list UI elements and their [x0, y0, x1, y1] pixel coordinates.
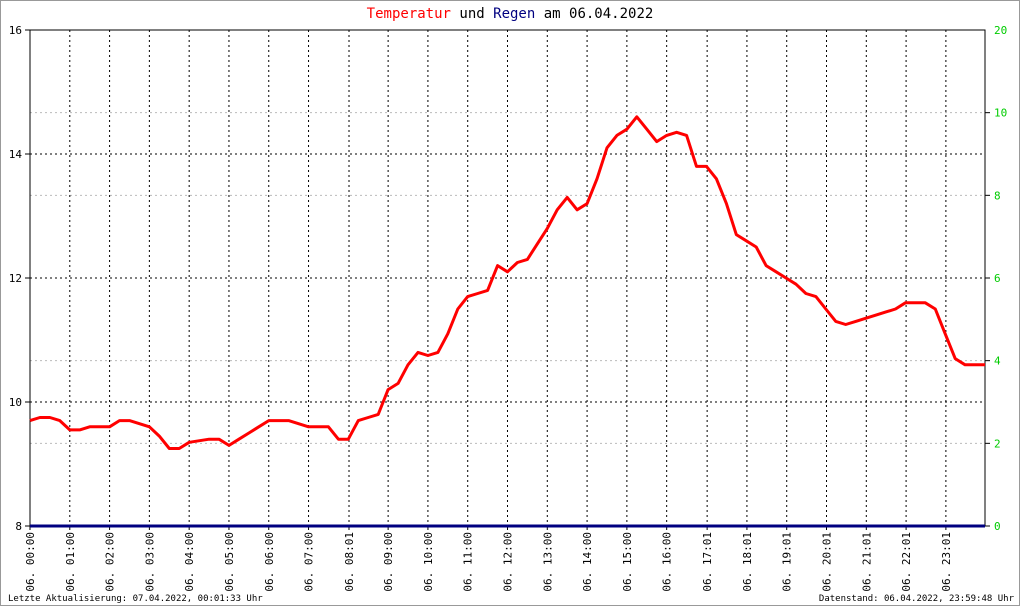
x-tick-label: 06. 22:01 — [900, 532, 913, 592]
x-tick-label: 06. 20:01 — [821, 532, 834, 592]
y2-tick-label: 10 — [994, 107, 1007, 120]
x-tick-label: 06. 09:00 — [382, 532, 395, 592]
x-tick-label: 06. 05:00 — [223, 532, 236, 592]
y2-tick-label: 4 — [994, 355, 1001, 368]
x-tick-label: 06. 19:01 — [781, 532, 794, 592]
footer-right: Datenstand: 06.04.2022, 23:59:48 Uhr — [819, 594, 1015, 604]
x-tick-label: 06. 16:00 — [661, 532, 674, 592]
x-tick-label: 06. 18:01 — [741, 532, 754, 592]
chart-title: Temperatur und Regen am 06.04.2022 — [367, 6, 654, 22]
series-line — [29, 115, 985, 450]
footer-left: Letzte Aktualisierung: 07.04.2022, 00:01… — [8, 594, 263, 604]
x-tick-label: 06. 00:00 — [24, 532, 37, 592]
title-part: Temperatur — [367, 6, 451, 22]
x-tick-label: 06. 13:00 — [541, 532, 554, 592]
y-tick-label: 8 — [15, 520, 22, 533]
y2-tick-label: 20 — [994, 24, 1007, 37]
x-tick-label: 06. 03:00 — [143, 532, 156, 592]
x-tick-label: 06. 11:00 — [462, 532, 475, 592]
title-part: und — [459, 6, 484, 22]
x-tick-label: 06. 02:00 — [104, 532, 117, 592]
x-tick-label: 06. 17:01 — [701, 532, 714, 592]
x-tick-label: 06. 12:00 — [502, 532, 515, 592]
y2-tick-label: 2 — [994, 437, 1001, 450]
x-tick-label: 06. 04:00 — [183, 532, 196, 592]
x-tick-label: 06. 14:00 — [581, 532, 594, 592]
x-tick-label: 06. 15:00 — [621, 532, 634, 592]
x-tick-label: 06. 06:00 — [263, 532, 276, 592]
y-tick-label: 16 — [9, 24, 22, 37]
x-tick-label: 06. 08:01 — [343, 532, 356, 592]
y2-tick-label: 6 — [994, 272, 1001, 285]
x-tick-label: 06. 21:01 — [860, 532, 873, 592]
y-tick-label: 14 — [9, 148, 23, 161]
y-tick-label: 12 — [9, 272, 22, 285]
y2-tick-label: 0 — [994, 520, 1001, 533]
y-tick-label: 10 — [9, 396, 22, 409]
title-part: am 06.04.2022 — [544, 6, 654, 22]
title-part: Regen — [493, 6, 535, 22]
x-tick-label: 06. 10:00 — [422, 532, 435, 592]
y2-tick-label: 8 — [994, 189, 1001, 202]
x-tick-label: 06. 23:01 — [940, 532, 953, 592]
x-tick-label: 06. 01:00 — [64, 532, 77, 592]
x-tick-label: 06. 07:00 — [303, 532, 316, 592]
